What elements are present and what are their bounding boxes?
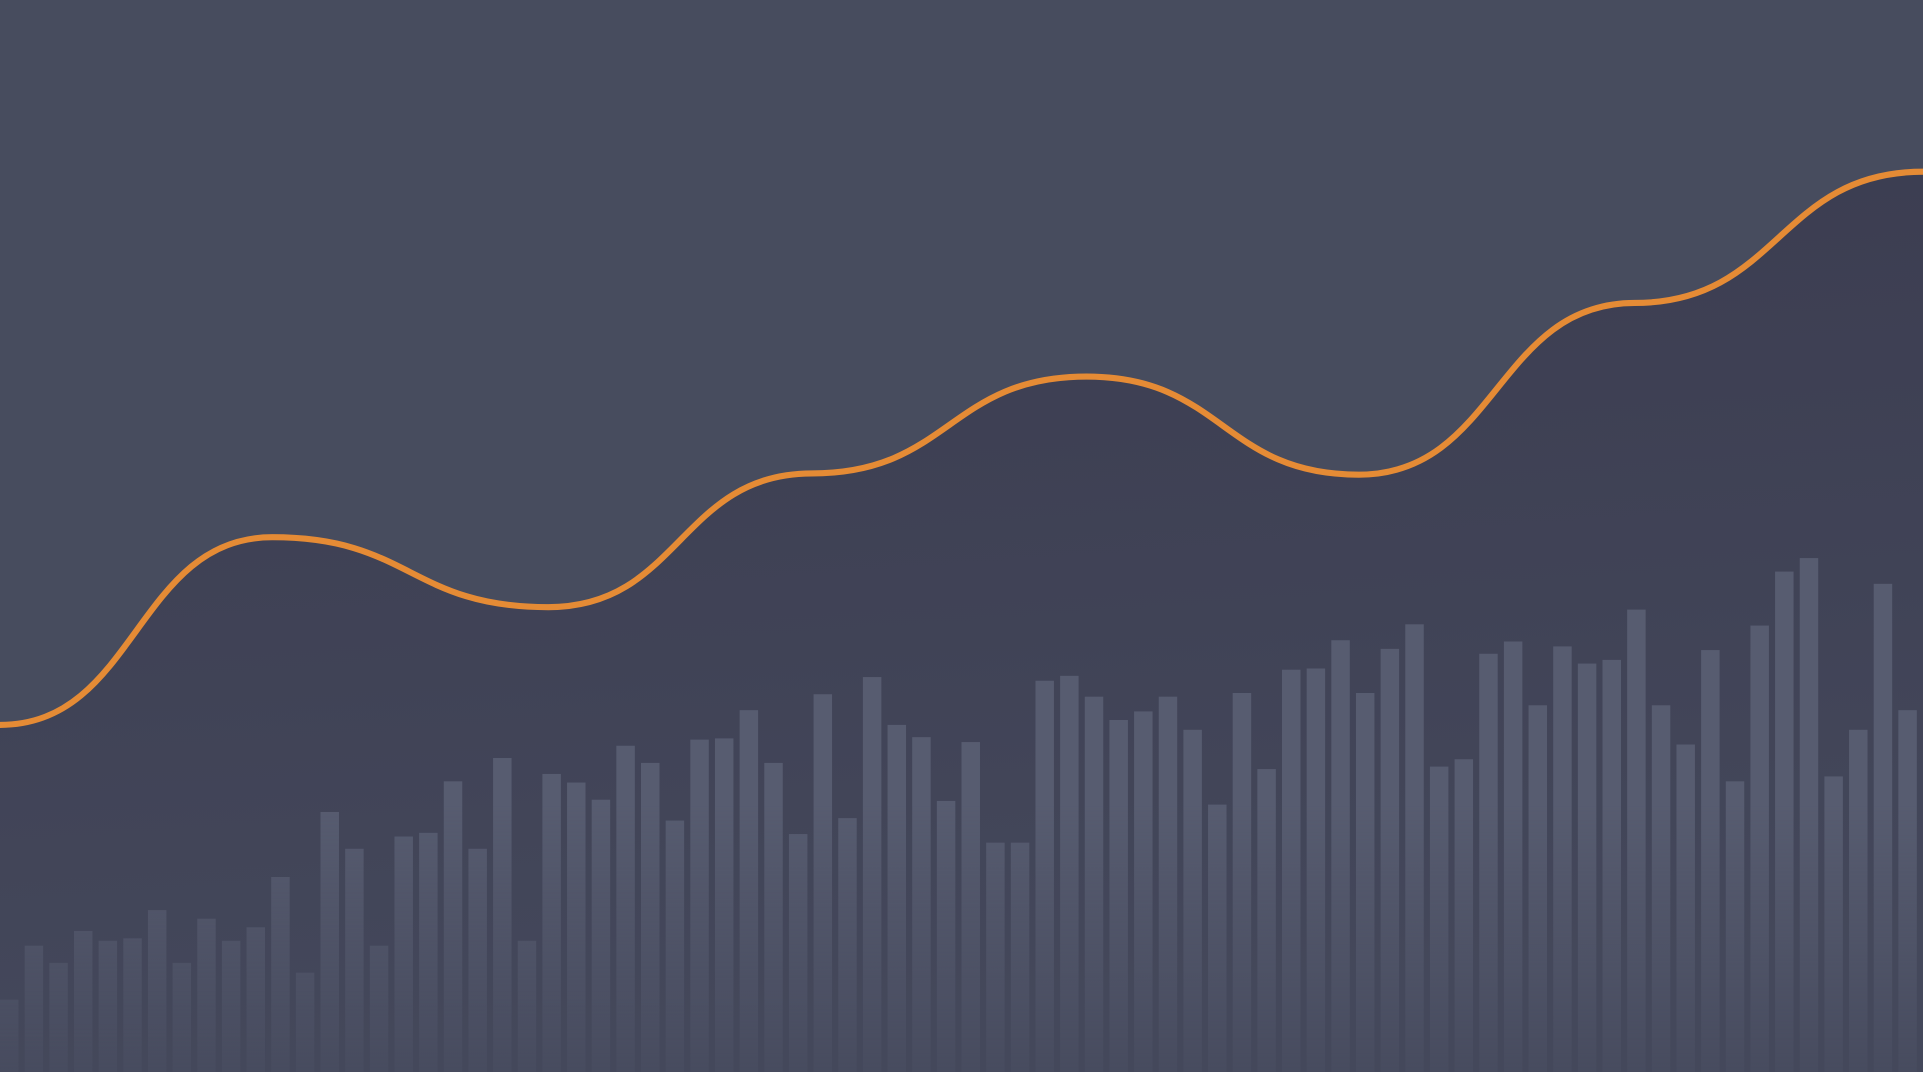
- bar: [443, 781, 463, 1072]
- bar: [862, 677, 882, 1072]
- bar: [1306, 668, 1326, 1072]
- bar: [1454, 759, 1474, 1072]
- bar: [221, 940, 241, 1072]
- bar: [1429, 766, 1449, 1072]
- bar: [1084, 696, 1104, 1072]
- bar: [1232, 692, 1252, 1072]
- bar: [369, 945, 389, 1072]
- bar: [1553, 646, 1572, 1072]
- bar: [1208, 804, 1227, 1072]
- bar: [912, 737, 931, 1072]
- bar: [641, 762, 660, 1072]
- bar: [936, 800, 956, 1072]
- bar: [271, 876, 290, 1072]
- bar: [591, 799, 611, 1072]
- bar: [320, 811, 339, 1072]
- bar: [147, 910, 167, 1072]
- bar: [838, 818, 857, 1072]
- bar: [73, 930, 93, 1072]
- bar: [1799, 558, 1819, 1072]
- bar: [1898, 710, 1917, 1072]
- bar: [567, 782, 586, 1072]
- line: [0, 168, 1923, 728]
- bar: [468, 848, 487, 1072]
- bar: [1158, 696, 1178, 1072]
- bar: [295, 972, 315, 1072]
- bar: [1824, 776, 1843, 1072]
- bar: [1528, 705, 1548, 1072]
- bar: [1405, 624, 1424, 1072]
- bar: [714, 738, 734, 1072]
- bar: [172, 962, 192, 1072]
- bar: [493, 758, 512, 1072]
- bar: [98, 940, 118, 1072]
- bar: [1134, 711, 1153, 1072]
- bar: [1060, 675, 1079, 1072]
- bar: [887, 724, 907, 1072]
- bar: [394, 836, 413, 1072]
- bar: [1775, 571, 1794, 1072]
- bar: [1010, 842, 1030, 1072]
- bar: [1380, 648, 1400, 1072]
- bar: [49, 962, 68, 1072]
- bar: [123, 938, 142, 1072]
- bar: [616, 745, 635, 1072]
- bar: [1849, 729, 1868, 1072]
- bar: [345, 848, 364, 1072]
- bar: [813, 694, 833, 1072]
- bar: [1282, 669, 1301, 1072]
- bar: [739, 710, 759, 1072]
- bar: [665, 820, 685, 1072]
- bar: [1503, 641, 1523, 1072]
- bar: [690, 739, 709, 1072]
- bar: [1627, 609, 1646, 1072]
- bar-layer: [0, 558, 1917, 1072]
- bar: [1035, 680, 1054, 1072]
- bar: [1750, 625, 1769, 1072]
- bar: [1109, 719, 1128, 1072]
- bar: [1725, 781, 1745, 1072]
- bar: [764, 762, 783, 1072]
- bar: [1355, 692, 1375, 1072]
- bar: [1701, 650, 1720, 1072]
- bar: [197, 918, 216, 1072]
- bar: [24, 945, 44, 1072]
- bar: [1331, 640, 1350, 1072]
- bar: [1577, 663, 1597, 1072]
- bar: [419, 832, 438, 1072]
- bar: [1873, 583, 1893, 1072]
- bar: [1651, 705, 1671, 1072]
- bar: [517, 940, 537, 1072]
- bar: [1676, 744, 1695, 1072]
- bar: [961, 742, 980, 1072]
- bar: [1602, 659, 1621, 1072]
- bar: [1479, 653, 1498, 1072]
- bar: [986, 842, 1005, 1072]
- line-layer: [0, 168, 1923, 728]
- bar: [0, 999, 19, 1072]
- bar: [246, 927, 266, 1072]
- bar: [1257, 769, 1276, 1072]
- bar: [788, 834, 808, 1072]
- bar: [1183, 729, 1202, 1072]
- bar: [542, 773, 561, 1072]
